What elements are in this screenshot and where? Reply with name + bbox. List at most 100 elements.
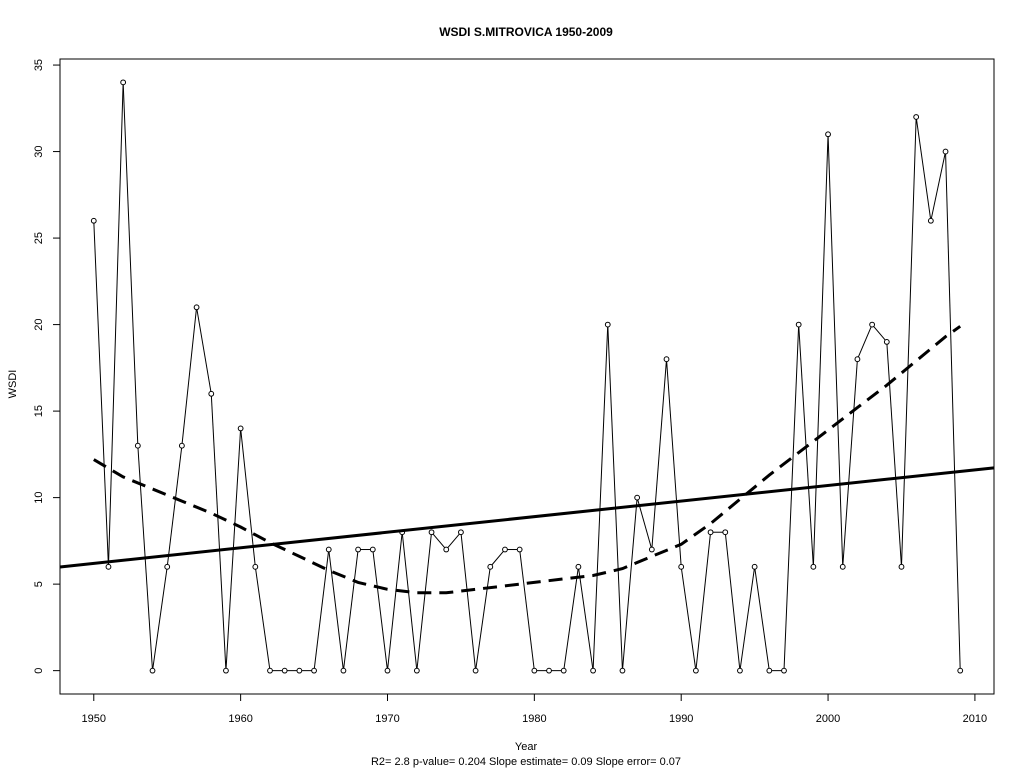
data-point	[722, 529, 729, 536]
data-point	[531, 667, 538, 674]
data-point	[957, 667, 964, 674]
data-point	[193, 304, 200, 311]
data-point	[164, 563, 171, 570]
data-point	[634, 494, 641, 501]
y-tick-label: 15	[33, 405, 45, 417]
x-tick-label: 1980	[522, 713, 546, 725]
data-point	[149, 667, 156, 674]
data-point	[267, 667, 273, 674]
data-segment	[416, 534, 432, 669]
data-point	[590, 667, 596, 674]
data-point	[223, 667, 229, 674]
data-segment	[578, 569, 594, 669]
data-point	[105, 563, 112, 570]
data-point	[325, 546, 332, 553]
data-point	[839, 563, 846, 570]
x-tick-label: 2010	[963, 713, 987, 725]
data-point	[355, 546, 362, 553]
data-point	[90, 217, 97, 224]
data-point	[120, 79, 127, 86]
data-segment	[255, 569, 271, 669]
data-segment	[637, 499, 652, 548]
data-point	[795, 321, 802, 328]
data-point	[766, 667, 773, 674]
data-segment	[873, 326, 886, 341]
data-segment	[857, 326, 872, 358]
data-point	[663, 356, 670, 363]
data-segment	[930, 153, 946, 219]
data-point	[619, 667, 626, 674]
data-point	[942, 148, 949, 155]
data-segment	[563, 569, 579, 669]
linear-trend-line	[59, 466, 995, 569]
data-point	[913, 114, 920, 120]
data-segment	[754, 569, 770, 669]
data-point	[575, 563, 582, 570]
x-tick-label: 1970	[375, 713, 399, 725]
x-axis: 1950 1960 1970 1980 1990 2000 2010	[82, 693, 987, 725]
data-point	[927, 217, 934, 224]
data-point	[883, 338, 890, 345]
data-segment	[313, 551, 329, 669]
data-point	[311, 667, 317, 674]
data-point	[810, 563, 817, 570]
data-segment	[328, 551, 344, 669]
data-point	[692, 667, 699, 674]
data-point	[751, 563, 758, 570]
y-tick-label: 25	[33, 232, 45, 244]
data-point	[369, 546, 376, 553]
series-layer	[59, 79, 995, 674]
data-segment	[240, 430, 256, 565]
y-tick-label: 0	[33, 668, 45, 674]
data-point	[678, 563, 685, 570]
data-segment	[108, 84, 124, 565]
data-point	[134, 442, 141, 449]
data-segment	[886, 344, 902, 565]
data-segment	[622, 499, 638, 669]
data-point	[384, 667, 391, 674]
data-point	[340, 667, 347, 674]
data-point	[707, 529, 714, 536]
data-point	[854, 356, 861, 363]
data-point	[737, 667, 743, 674]
data-point	[546, 667, 552, 674]
data-segment	[372, 551, 388, 669]
data-segment	[916, 119, 932, 219]
data-segment	[447, 533, 460, 549]
y-tick-label: 10	[33, 491, 45, 503]
data-segment	[519, 551, 535, 669]
data-segment	[681, 569, 697, 669]
plot-frame	[59, 58, 995, 695]
data-segment	[945, 153, 961, 669]
data-segment	[196, 309, 212, 392]
data-segment	[210, 396, 227, 669]
x-tick-label: 1960	[228, 713, 252, 725]
data-point	[252, 563, 259, 570]
data-point	[472, 667, 479, 674]
data-point	[428, 529, 435, 536]
data-segment	[152, 569, 168, 669]
y-axis-label: WSDI	[7, 370, 19, 399]
data-segment	[460, 534, 476, 669]
y-tick-label: 20	[33, 318, 45, 330]
data-point	[458, 529, 464, 536]
data-point	[648, 546, 655, 553]
data-point	[208, 390, 215, 397]
data-segment	[387, 534, 403, 669]
data-segment	[666, 361, 682, 565]
x-axis-label: Year	[515, 741, 538, 753]
x-tick-label: 1950	[82, 713, 106, 725]
data-point	[825, 131, 831, 138]
data-point	[781, 667, 787, 674]
data-segment	[432, 533, 446, 549]
data-segment	[401, 534, 418, 669]
data-point	[487, 563, 494, 570]
x-tick-label: 1990	[669, 713, 693, 725]
data-point	[560, 667, 567, 674]
data-segment	[607, 326, 623, 669]
data-segment	[651, 361, 667, 548]
data-point	[604, 321, 611, 328]
data-segment	[592, 326, 609, 669]
y-tick-label: 5	[33, 581, 45, 587]
